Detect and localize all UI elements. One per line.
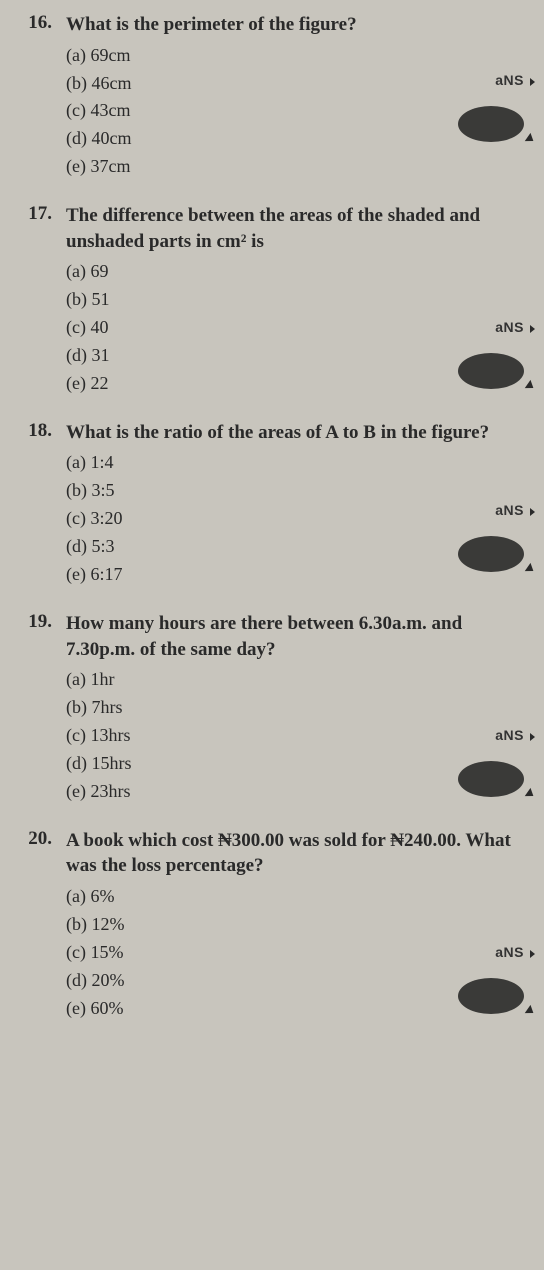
question-number: 16. (18, 12, 66, 181)
option-a: (a) 6% (66, 883, 516, 911)
option-a: (a) 69cm (66, 42, 516, 70)
answer-label: aNS (444, 727, 524, 743)
question-text: A book which cost ₦300.00 was sold for ₦… (66, 828, 516, 879)
option-b: (b) 51 (66, 286, 516, 314)
question-number: 19. (18, 611, 66, 806)
answer-block: aNS (444, 944, 524, 1019)
question-18: 18. What is the ratio of the areas of A … (18, 420, 516, 589)
question-number: 20. (18, 828, 66, 1023)
answer-label: aNS (444, 502, 524, 518)
answer-label: aNS (444, 72, 524, 88)
answer-block: aNS (444, 502, 524, 577)
question-number: 17. (18, 203, 66, 398)
question-number: 18. (18, 420, 66, 589)
answer-oval (458, 761, 524, 797)
answer-label: aNS (444, 944, 524, 960)
answer-oval (458, 536, 524, 572)
question-text: What is the ratio of the areas of A to B… (66, 420, 516, 446)
option-b: (b) 12% (66, 911, 516, 939)
option-a: (a) 1:4 (66, 449, 516, 477)
question-19: 19. How many hours are there between 6.3… (18, 611, 516, 806)
answer-label: aNS (444, 319, 524, 335)
question-16: 16. What is the perimeter of the figure?… (18, 12, 516, 181)
question-20: 20. A book which cost ₦300.00 was sold f… (18, 828, 516, 1023)
answer-oval (458, 353, 524, 389)
answer-oval (458, 978, 524, 1014)
question-17: 17. The difference between the areas of … (18, 203, 516, 398)
question-text: How many hours are there between 6.30a.m… (66, 611, 516, 662)
answer-block: aNS (444, 72, 524, 147)
answer-block: aNS (444, 727, 524, 802)
question-text: What is the perimeter of the figure? (66, 12, 516, 38)
option-b: (b) 7hrs (66, 694, 516, 722)
answer-oval (458, 106, 524, 142)
option-a: (a) 1hr (66, 666, 516, 694)
question-text: The difference between the areas of the … (66, 203, 516, 254)
option-e: (e) 37cm (66, 153, 516, 181)
answer-block: aNS (444, 319, 524, 394)
option-a: (a) 69 (66, 258, 516, 286)
